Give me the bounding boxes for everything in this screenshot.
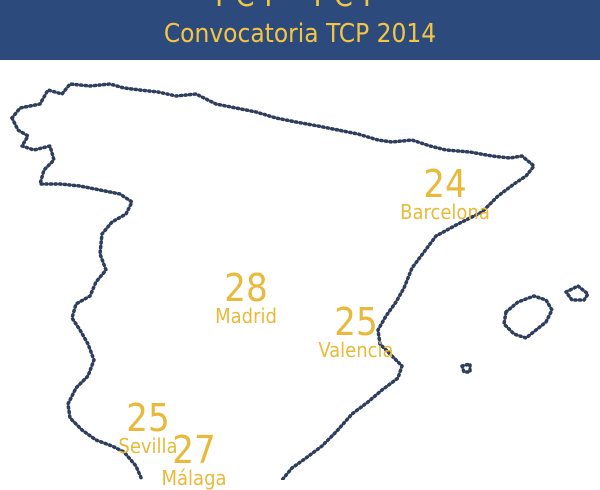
city-barcelona: 24 Barcelona xyxy=(398,162,492,224)
city-name: Málaga xyxy=(161,466,227,490)
banner-title-cropped: TCP TCP xyxy=(0,0,600,10)
city-count: 27 xyxy=(172,428,216,472)
mainland-outline xyxy=(10,82,536,480)
city-count: 25 xyxy=(334,300,378,344)
city-madrid: 28 Madrid xyxy=(206,266,286,328)
city-name: Barcelona xyxy=(400,200,490,224)
ibiza-outline xyxy=(460,362,472,374)
city-count: 24 xyxy=(423,162,467,206)
menorca-outline xyxy=(564,284,590,302)
city-count: 28 xyxy=(224,266,268,310)
city-name: Madrid xyxy=(215,304,277,328)
west-coast-outline xyxy=(10,116,144,480)
city-valencia: 25 Valencia xyxy=(314,300,398,362)
header-banner: TCP TCP Convocatoria TCP 2014 xyxy=(0,0,600,60)
city-name: Valencia xyxy=(318,338,394,362)
spain-map xyxy=(10,82,590,480)
city-count: 25 xyxy=(126,396,170,440)
banner-subtitle: Convocatoria TCP 2014 xyxy=(163,19,437,49)
city-sevilla: 25 Sevilla xyxy=(112,396,184,458)
city-name: Sevilla xyxy=(118,434,178,458)
mallorca-outline xyxy=(502,294,554,340)
